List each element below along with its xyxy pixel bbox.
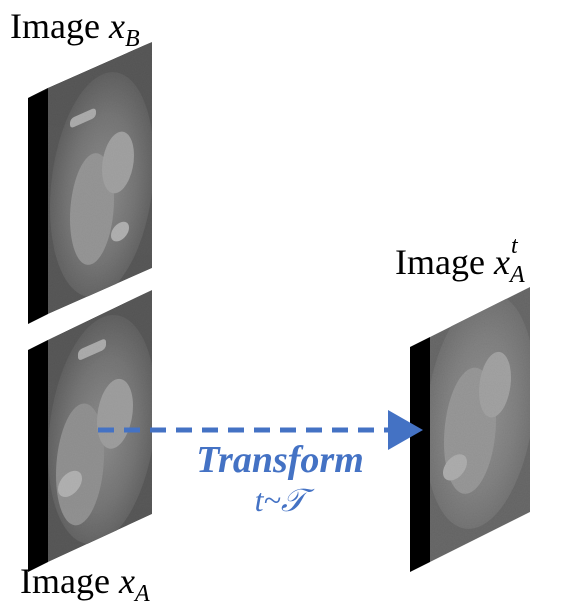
transform-subtitle: t~𝒯 — [254, 482, 306, 518]
ct-slice-icon — [430, 287, 530, 562]
image-at-slice — [410, 287, 530, 572]
image-b-slice — [28, 42, 152, 324]
image-b-label: Image xB — [10, 6, 140, 52]
transform-title: Transform — [196, 439, 364, 481]
image-a-label: Image xA — [20, 561, 150, 607]
ct-slice-icon — [48, 42, 152, 314]
